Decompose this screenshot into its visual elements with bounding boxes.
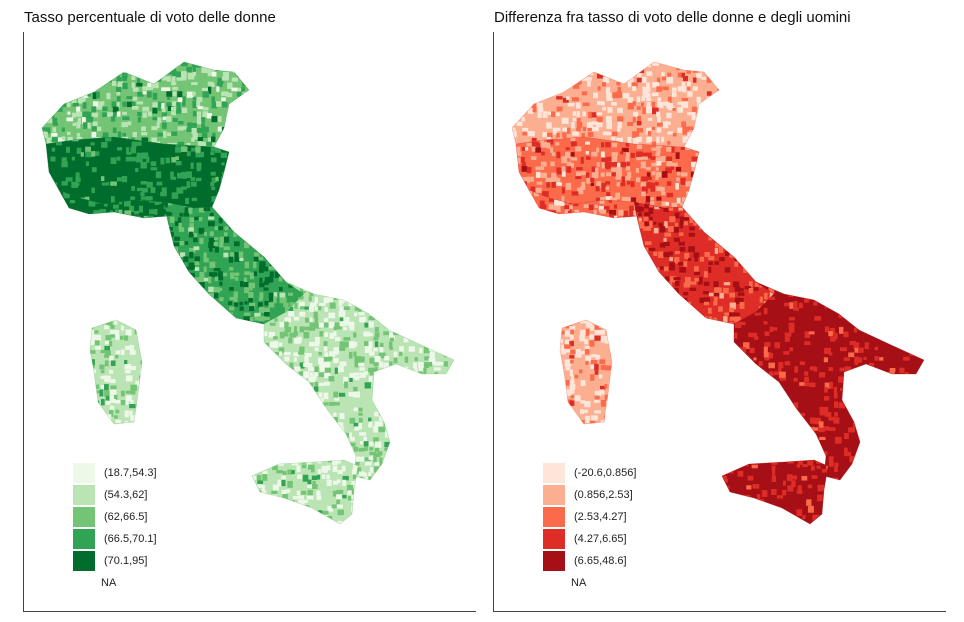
panel-turnout-difference: Differenza fra tasso di voto delle donne… [470,0,946,622]
legend-swatch [543,551,565,571]
legend-label: (4.27,6.65] [574,533,627,545]
italy-map-women [41,61,455,525]
legend-swatch [73,529,95,549]
legend-swatch [73,507,95,527]
legend-label: (-20.6,0.856] [574,467,637,479]
panel-women-turnout: Tasso percentuale di voto delle donne (1… [0,0,476,622]
legend-swatch [543,485,565,505]
legend-swatch [73,485,95,505]
municipality-mosaic-north [46,137,229,208]
legend-label: (6.65,48.6] [574,555,627,567]
legend-swatch [543,507,565,527]
map-title-women: Tasso percentuale di voto delle donne [24,9,276,26]
legend-label: (62,66.5] [104,511,148,523]
legend-label: (0.856,2.53] [574,489,633,501]
legend-label: (18.7,54.3] [104,467,157,479]
frame-axis-bottom [493,611,946,612]
region-center [164,202,304,324]
map-title-difference: Differenza fra tasso di voto delle donne… [494,9,851,26]
italy-map-difference [511,61,925,525]
region-center [634,202,774,324]
legend-label: (2.53,4.27] [574,511,627,523]
frame-axis-left [493,32,494,612]
region-south [264,282,454,480]
legend-label-na: NA [571,577,587,589]
legend-swatch [73,463,95,483]
legend-label: (66.5,70.1] [104,533,157,545]
legend-label-na: NA [101,577,117,589]
municipality-mosaic-north [516,137,699,208]
legend-swatch [543,529,565,549]
legend-label: (54.3,62] [104,489,148,501]
legend-swatch [543,463,565,483]
legend-swatch [73,551,95,571]
frame-axis-left [23,32,24,612]
region-south [734,282,924,480]
frame-axis-bottom [23,611,476,612]
legend-label: (70.1,95] [104,555,148,567]
